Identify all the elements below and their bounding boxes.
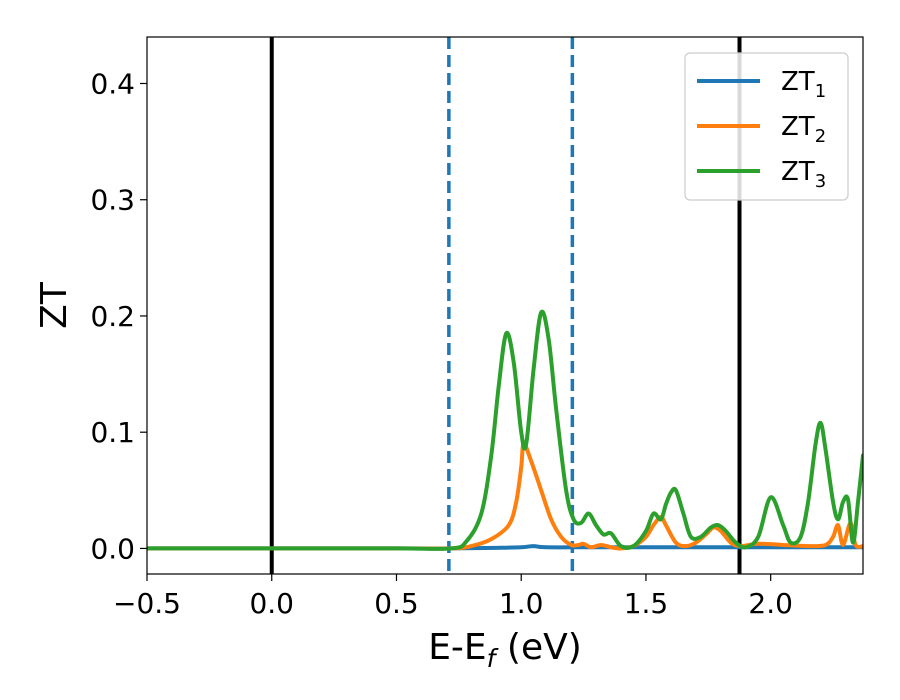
y-tick-label: 0.0 <box>90 532 135 565</box>
y-tick-label: 0.3 <box>90 184 135 217</box>
y-tick-label: 0.1 <box>90 416 135 449</box>
legend-label-zt2: ZT2 <box>781 112 826 147</box>
y-tick-label: 0.2 <box>90 300 135 333</box>
legend-label-zt1: ZT1 <box>781 67 826 102</box>
x-tick-label: 1.5 <box>624 587 669 620</box>
x-tick-label: −0.5 <box>113 587 181 620</box>
legend: ZT1 ZT2 ZT3 <box>684 52 849 201</box>
x-axis-label: E-Ef (eV) <box>428 627 582 673</box>
legend-box <box>684 52 849 201</box>
axes: −0.5 0.0 0.5 1.0 1.5 2.0 0.0 0.1 0.2 0.3 0.4 E-Ef (… <box>34 36 864 673</box>
y-tick-label: 0.4 <box>90 67 135 100</box>
y-axis-label: ZT <box>34 281 75 329</box>
plot-frame <box>146 36 864 575</box>
x-tick-label: 2.0 <box>748 587 793 620</box>
series-line-zt3 <box>147 309 863 551</box>
x-tick-label: 0.0 <box>249 587 294 620</box>
x-tick-label: 1.0 <box>499 587 544 620</box>
x-tick-label: 0.5 <box>374 587 419 620</box>
legend-label-zt3: ZT3 <box>781 157 826 192</box>
series-line-zt2 <box>147 441 863 551</box>
